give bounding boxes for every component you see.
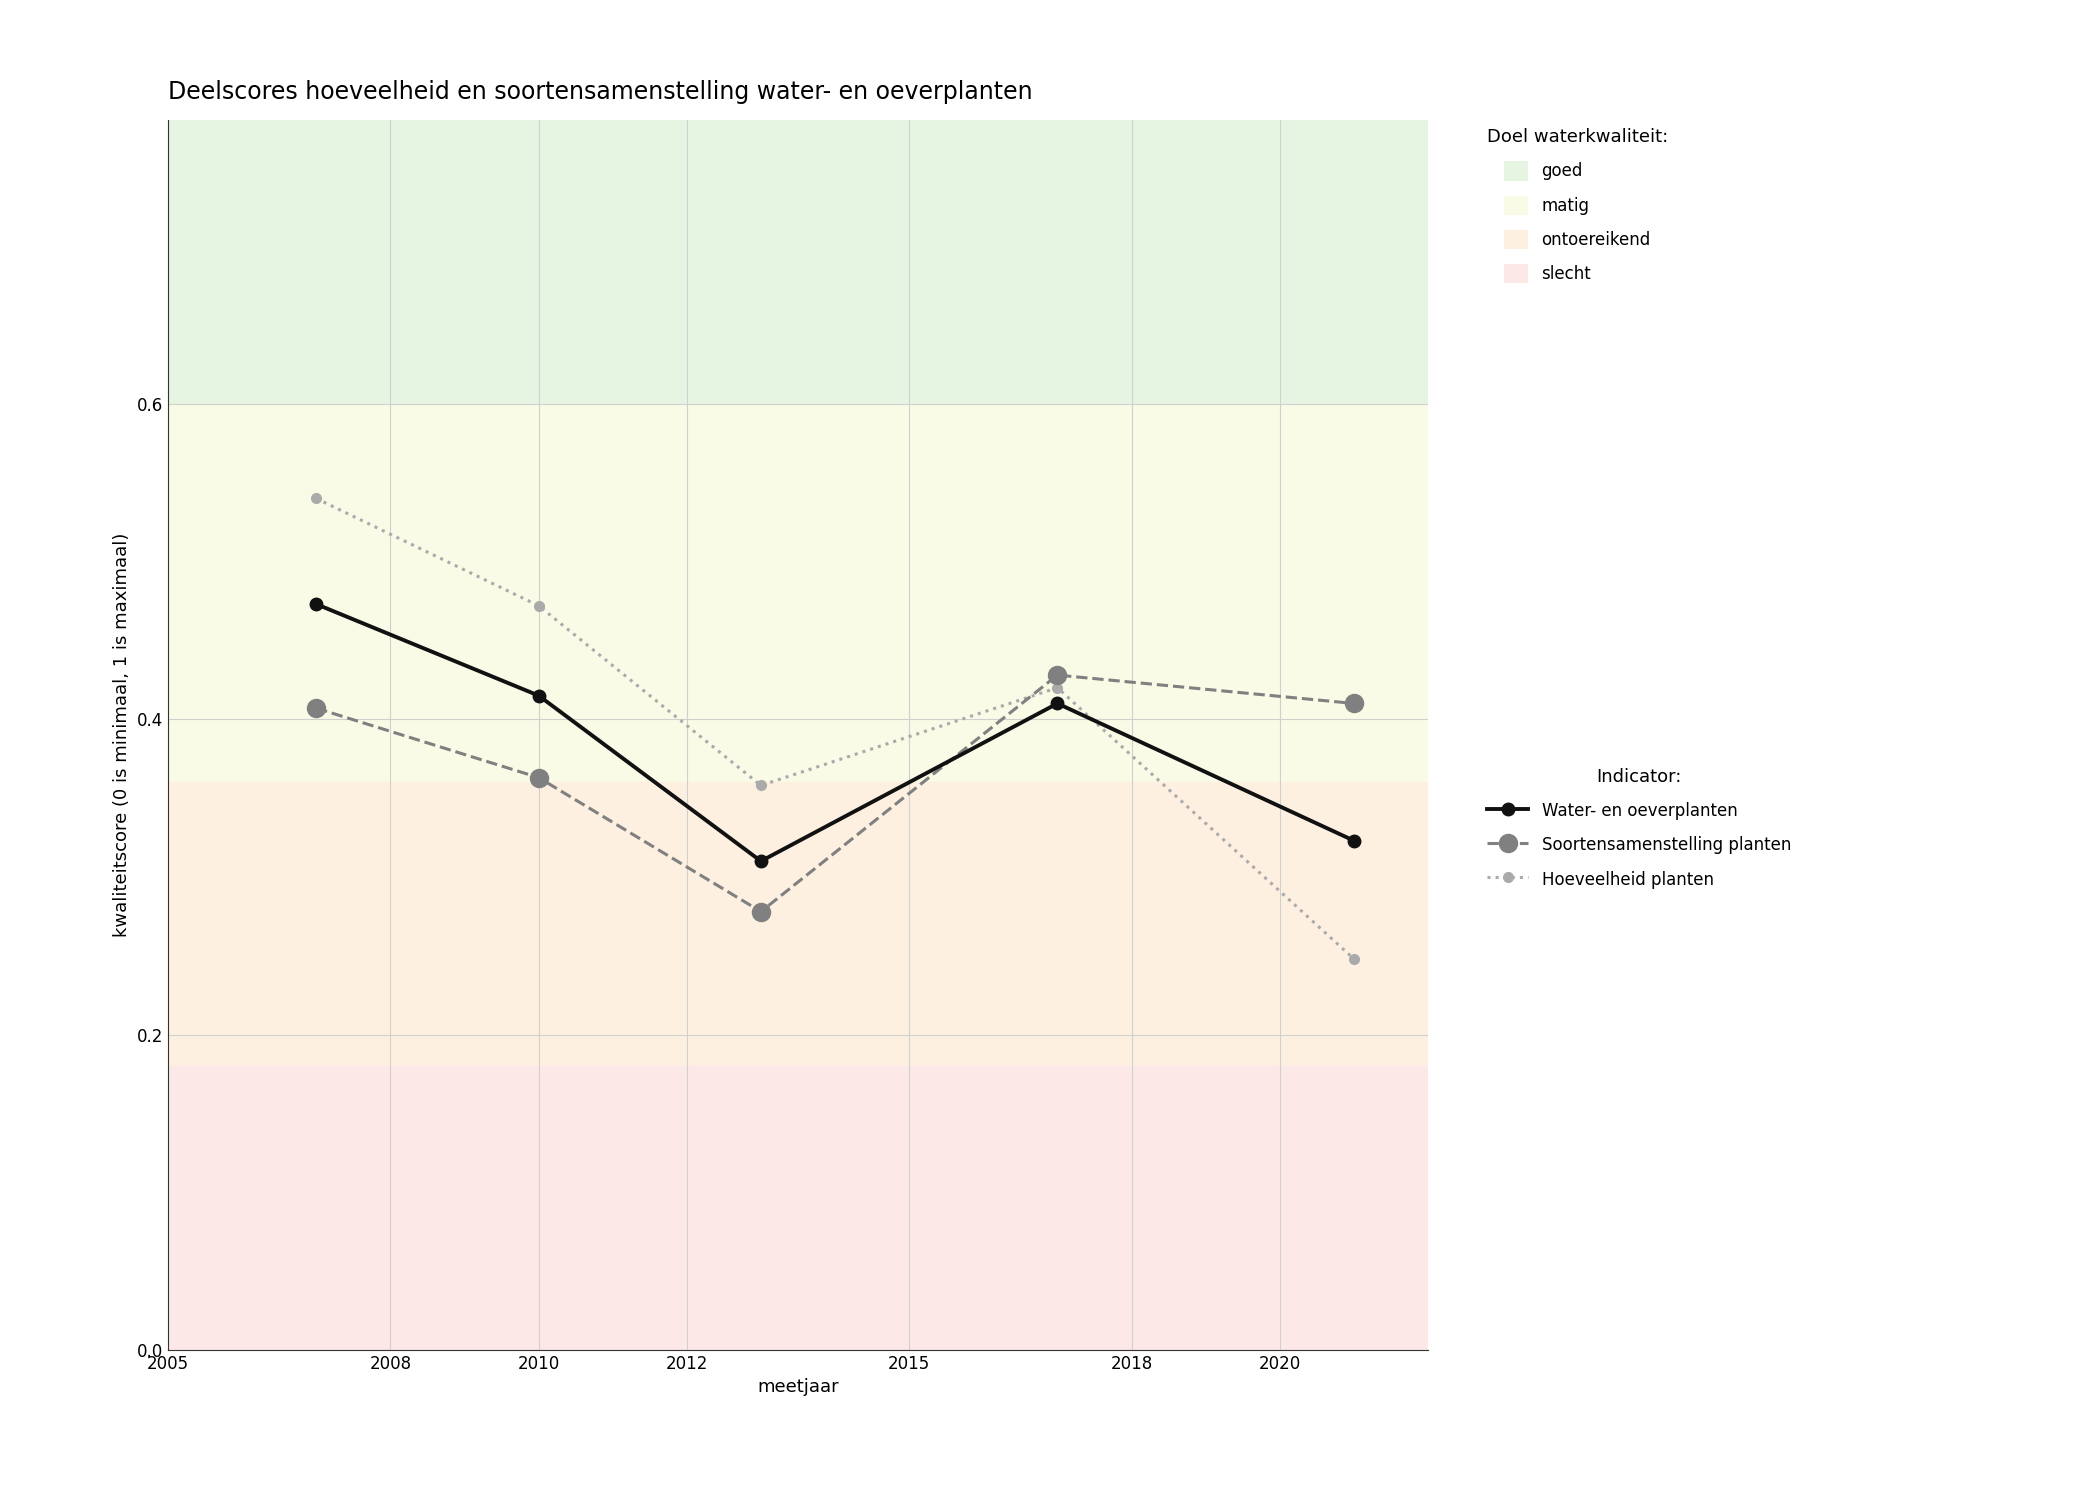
Bar — [168, 783, 1428, 1066]
Text: Deelscores hoeveelheid en soortensamenstelling water- en oeverplanten: Deelscores hoeveelheid en soortensamenst… — [168, 80, 1033, 104]
X-axis label: meetjaar: meetjaar — [758, 1378, 838, 1396]
Bar — [168, 120, 1428, 404]
Legend: Water- en oeverplanten, Soortensamenstelling planten, Hoeveelheid planten: Water- en oeverplanten, Soortensamenstel… — [1487, 768, 1791, 888]
Bar — [168, 404, 1428, 783]
Y-axis label: kwaliteitscore (0 is minimaal, 1 is maximaal): kwaliteitscore (0 is minimaal, 1 is maxi… — [113, 532, 130, 938]
Bar — [168, 1066, 1428, 1350]
